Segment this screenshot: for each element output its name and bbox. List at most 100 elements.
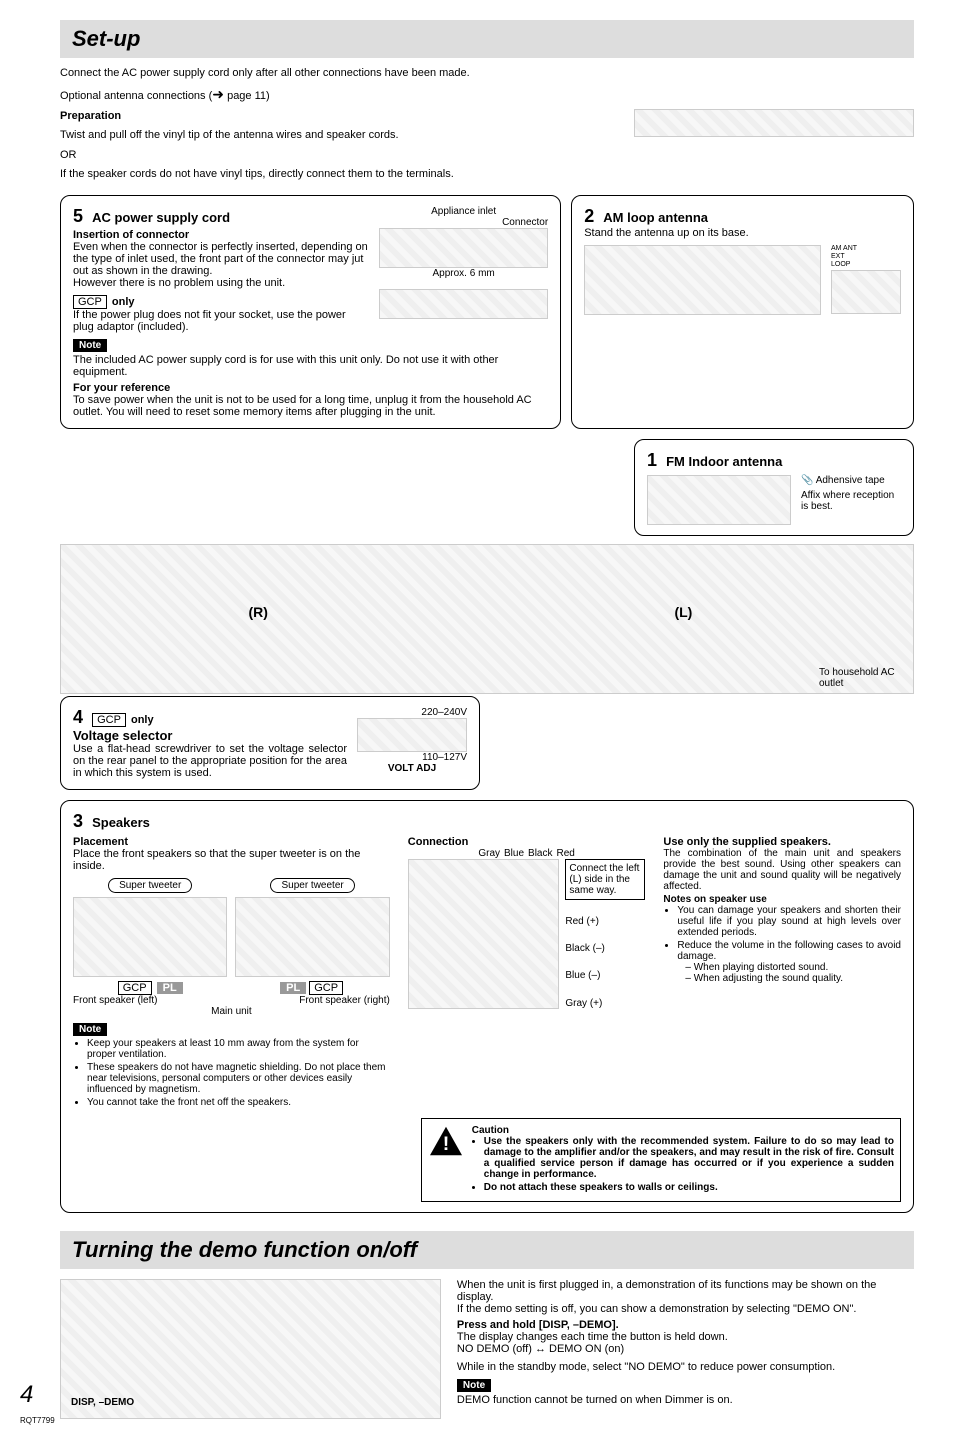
demo-header: Turning the demo function on/off (60, 1231, 914, 1269)
placement-notes: Keep your speakers at least 10 mm away f… (73, 1038, 390, 1108)
note-3: You cannot take the front net off the sp… (87, 1097, 390, 1108)
demo-diagram-col: DISP, –DEMO (60, 1279, 441, 1419)
step5-num: 5 (73, 206, 83, 227)
step5-header: 5 AC power supply cord (73, 206, 369, 227)
page-root: Set-up Connect the AC power supply cord … (0, 0, 954, 1439)
step1-row: 1 FM Indoor antenna 📎 Adhensive tape Aff… (60, 439, 914, 536)
demo-p6: DEMO function cannot be turned on when D… (457, 1394, 914, 1406)
step4-num: 4 (73, 707, 83, 728)
step5-p4: The included AC power supply cord is for… (73, 354, 548, 378)
setup-header: Set-up (60, 20, 914, 58)
setup-title: Set-up (72, 26, 902, 52)
note-badge-2: Note (73, 1023, 107, 1036)
caution-2: Do not attach these speakers to walls or… (484, 1182, 894, 1193)
fm-antenna-diagram (647, 475, 791, 525)
step2-header: 2 AM loop antenna (584, 206, 901, 227)
r-label: (R) (248, 604, 267, 620)
affix-label: Affix where reception is best. (801, 490, 901, 512)
step1-header: 1 FM Indoor antenna (647, 450, 901, 471)
demo-text-col: When the unit is first plugged in, a dem… (457, 1279, 914, 1419)
arrow-icon: ➜ (212, 86, 224, 102)
connection-heading: Connection (408, 836, 646, 848)
supplied-heading: Use only the supplied speakers. (663, 836, 901, 848)
grayp-label: Gray (+) (565, 998, 645, 1009)
l-label: (L) (674, 604, 692, 620)
intro-line2a: Optional antenna connections ( (60, 90, 212, 102)
note-badge-3: Note (457, 1379, 491, 1392)
main-unit-label: Main unit (73, 1006, 390, 1017)
connector-diagram (379, 228, 548, 268)
disp-demo-label: DISP, –DEMO (71, 1397, 134, 1408)
step3-header: 3 Speakers (73, 811, 901, 832)
step5-p2: However there is no problem using the un… (73, 277, 369, 289)
v220-label: 220–240V (357, 707, 467, 718)
step5-p1: Even when the connector is perfectly ins… (73, 241, 369, 277)
demo-p1: When the unit is first plugged in, a dem… (457, 1279, 914, 1303)
intro-block: Connect the AC power supply cord only af… (60, 66, 914, 187)
demo-unit-diagram: DISP, –DEMO (60, 1279, 441, 1419)
caution-row: ! Caution Use the speakers only with the… (73, 1110, 901, 1202)
right-speaker-diagram (235, 897, 389, 977)
step2-box: 2 AM loop antenna Stand the antenna up o… (571, 195, 914, 429)
demo-p3: The display changes each time the button… (457, 1331, 914, 1343)
connection-col: Connection Gray Blue Black Red Connect t… (408, 836, 646, 1110)
demo-p4: NO DEMO (off) ↔ DEMO ON (on) (457, 1343, 914, 1355)
demo-p4b: DEMO ON (on) (546, 1343, 624, 1355)
voltadj-label: VOLT ADJ (357, 763, 467, 774)
intro-or: OR (60, 148, 624, 163)
intro-line3: Twist and pull off the vinyl tip of the … (60, 128, 624, 143)
step3-box: 3 Speakers Placement Place the front spe… (60, 800, 914, 1213)
step4-title: Voltage selector (73, 728, 347, 743)
connection-diagram (408, 859, 560, 1009)
step5-p5: To save power when the unit is not to be… (73, 394, 548, 418)
appliance-inlet-label: Appliance inlet (379, 206, 548, 217)
step5-p3: If the power plug does not fit your sock… (73, 309, 369, 333)
gcp-badge-3: GCP (118, 981, 152, 995)
sn2-item: Reduce the volume in the following cases… (677, 940, 901, 984)
tape-label-row: 📎 Adhensive tape (801, 475, 901, 486)
note-1: Keep your speakers at least 10 mm away f… (87, 1038, 390, 1060)
step5-gcp-line: GCP only (73, 295, 369, 309)
step4-diagram-col: 220–240V 110–127V VOLT ADJ (357, 707, 467, 779)
demo-title: Turning the demo function on/off (72, 1237, 902, 1263)
gcp-badge: GCP (73, 295, 107, 309)
intro-line1: Connect the AC power supply cord only af… (60, 66, 914, 81)
step4-header: 4 GCP only (73, 707, 347, 728)
demo-p2: If the demo setting is off, you can show… (457, 1303, 914, 1315)
gcp-badge-4: GCP (309, 981, 343, 995)
doc-code: RQT7799 (20, 1416, 55, 1425)
demo-h1: Press and hold [DISP, –DEMO]. (457, 1319, 914, 1331)
step3-title: Speakers (92, 815, 150, 830)
step2-num: 2 (584, 206, 594, 227)
tape-label: Adhensive tape (816, 475, 885, 486)
blackm-label: Black (–) (565, 943, 645, 954)
pl-badge-r: PL (280, 982, 306, 994)
blue-label-c: Blue (504, 848, 524, 859)
step5-box: 5 AC power supply cord Insertion of conn… (60, 195, 561, 429)
intro-line2: Optional antenna connections (➜ page 11) (60, 85, 914, 105)
gray-label-c: Gray (478, 848, 500, 859)
placement-text: Place the front speakers so that the sup… (73, 848, 390, 872)
pl-badge-l: PL (157, 982, 183, 994)
note-2: These speakers do not have magnetic shie… (87, 1062, 390, 1095)
step2-p1: Stand the antenna up on its base. (584, 227, 901, 239)
step4-box: 4 GCP only Voltage selector Use a flat-h… (60, 696, 480, 790)
step5-h1: Insertion of connector (73, 229, 369, 241)
redp-label: Red (+) (565, 916, 645, 927)
wire-prep-diagram (634, 109, 914, 137)
row-5-2: 5 AC power supply cord Insertion of conn… (60, 195, 914, 429)
bluem-label: Blue (–) (565, 970, 645, 981)
front-right-label: Front speaker (right) (235, 995, 389, 1006)
ext-label: EXT (831, 253, 901, 261)
rear-panel-diagram: (R) (L) To household AC outlet (60, 544, 914, 694)
placement-col: Placement Place the front speakers so th… (73, 836, 390, 1110)
demo-p5: While in the standby mode, select "NO DE… (457, 1361, 914, 1373)
caution-1: Use the speakers only with the recommend… (484, 1136, 894, 1180)
step5-title: AC power supply cord (92, 210, 230, 225)
amant-label: AM ANT (831, 245, 901, 253)
v110-label: 110–127V (357, 752, 467, 763)
voltage-selector-diagram (357, 718, 467, 752)
demo-p4a: NO DEMO (off) (457, 1343, 535, 1355)
warning-icon: ! (428, 1125, 464, 1157)
approx-label: Approx. 6 mm (379, 268, 548, 279)
